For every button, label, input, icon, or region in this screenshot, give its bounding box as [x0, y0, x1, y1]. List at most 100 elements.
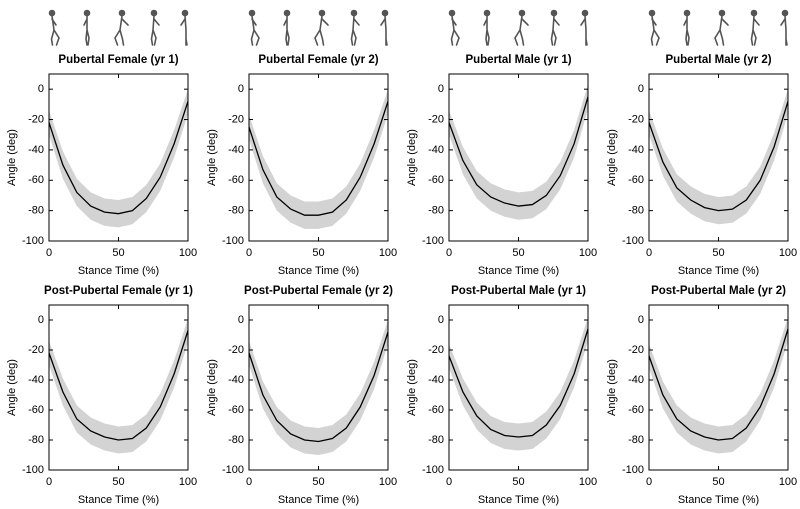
y-tick-label: -20 — [28, 113, 44, 125]
skeleton-body — [250, 15, 260, 46]
y-tick-label: 0 — [438, 83, 444, 95]
skeleton-icon — [83, 9, 91, 46]
sd-band — [449, 317, 588, 451]
y-tick-label: -20 — [628, 344, 644, 356]
skeleton-head — [448, 9, 456, 17]
y-tick-label: -40 — [28, 144, 44, 156]
x-tick-label: 100 — [379, 476, 397, 488]
skeleton-body — [683, 15, 690, 46]
skeleton-icon — [283, 9, 291, 46]
y-tick-label: 0 — [38, 83, 44, 95]
y-tick-label: -40 — [228, 374, 244, 386]
y-axis-label: Angle (deg) — [206, 129, 218, 186]
y-tick-label: 0 — [638, 314, 644, 326]
y-tick-label: -80 — [28, 205, 44, 217]
y-tick-label: -80 — [628, 434, 644, 446]
skeleton-body — [283, 15, 290, 46]
skeleton-body — [514, 15, 529, 46]
skeleton-icon — [350, 9, 360, 46]
x-tick-label: 50 — [312, 476, 324, 488]
chart-title: Pubertal Male (yr 2) — [665, 54, 771, 66]
skeleton-icon — [483, 9, 491, 46]
x-tick-label: 0 — [46, 476, 52, 488]
x-tick-label: 0 — [246, 247, 252, 259]
mean-line — [648, 101, 789, 212]
skeleton-head — [483, 9, 491, 17]
skeleton-icon — [514, 9, 529, 46]
skeleton-body — [314, 15, 329, 46]
skeleton-body — [714, 15, 729, 46]
y-tick-label: -40 — [628, 374, 644, 386]
y-tick-label: -80 — [428, 434, 444, 446]
y-tick-label: 0 — [638, 83, 644, 95]
y-tick-label: -60 — [228, 404, 244, 416]
chart-title: Post-Pubertal Female (yr 2) — [244, 285, 393, 297]
y-axis-label: Angle (deg) — [406, 359, 418, 416]
skeleton-head — [48, 9, 56, 17]
skeleton-icon — [683, 9, 691, 46]
y-tick-label: -100 — [222, 235, 244, 247]
y-tick-label: -40 — [428, 374, 444, 386]
x-tick-label: 100 — [579, 476, 597, 488]
sd-band — [649, 89, 788, 225]
skeleton-head — [118, 9, 126, 17]
x-tick-label: 50 — [512, 247, 524, 259]
skeleton-icon — [448, 9, 460, 46]
skeleton-head — [718, 9, 726, 17]
skeleton-icon — [248, 9, 260, 46]
chart-title: Pubertal Female (yr 2) — [258, 54, 378, 66]
y-tick-label: -60 — [228, 174, 244, 186]
sd-band — [49, 318, 188, 454]
x-axis-label: Stance Time (%) — [478, 494, 559, 506]
x-tick-label: 100 — [579, 247, 597, 259]
x-tick-label: 0 — [646, 247, 652, 259]
y-tick-label: 0 — [238, 314, 244, 326]
skeleton-head — [683, 9, 691, 17]
skeleton-icon — [314, 9, 329, 46]
y-tick-label: -80 — [628, 205, 644, 217]
skeleton-body — [580, 15, 588, 46]
skeleton-head — [518, 9, 526, 17]
y-tick-label: -100 — [222, 464, 244, 476]
y-tick-label: -40 — [228, 144, 244, 156]
x-tick-label: 100 — [179, 247, 197, 259]
y-axis-label: Angle (deg) — [406, 129, 418, 186]
mean-line — [448, 328, 589, 438]
skeleton-body — [650, 15, 660, 46]
x-tick-label: 50 — [512, 476, 524, 488]
skeleton-body — [180, 15, 188, 46]
y-tick-label: -100 — [622, 235, 644, 247]
y-tick-label: -80 — [28, 434, 44, 446]
y-tick-label: -60 — [628, 174, 644, 186]
x-axis-label: Stance Time (%) — [78, 494, 159, 506]
skeleton-body — [114, 15, 129, 46]
skeleton-body — [150, 15, 160, 46]
y-axis-label: Angle (deg) — [606, 129, 618, 186]
chart-title: Post-Pubertal Male (yr 1) — [451, 285, 586, 297]
sd-band — [249, 89, 388, 229]
x-tick-label: 0 — [246, 476, 252, 488]
y-axis-label: Angle (deg) — [6, 359, 18, 416]
skeleton-icon — [180, 9, 189, 46]
y-tick-label: -60 — [28, 174, 44, 186]
x-tick-label: 50 — [112, 247, 124, 259]
skeleton-head — [248, 9, 256, 17]
skeleton-head — [283, 9, 291, 17]
x-tick-label: 100 — [779, 247, 797, 259]
y-tick-label: -60 — [628, 404, 644, 416]
skeleton-icon — [48, 9, 60, 46]
skeleton-head — [150, 9, 158, 17]
y-tick-label: -20 — [228, 344, 244, 356]
x-tick-label: 100 — [779, 476, 797, 488]
skeleton-body — [550, 15, 560, 46]
skeleton-body — [83, 15, 90, 46]
y-tick-label: -80 — [428, 205, 444, 217]
x-tick-label: 50 — [312, 247, 324, 259]
mean-line — [48, 101, 189, 215]
y-tick-label: -100 — [422, 235, 444, 247]
sd-band — [49, 89, 188, 228]
y-tick-label: -100 — [622, 464, 644, 476]
skeleton-head — [581, 9, 589, 17]
x-tick-label: 50 — [112, 476, 124, 488]
skeleton-body — [780, 15, 788, 46]
